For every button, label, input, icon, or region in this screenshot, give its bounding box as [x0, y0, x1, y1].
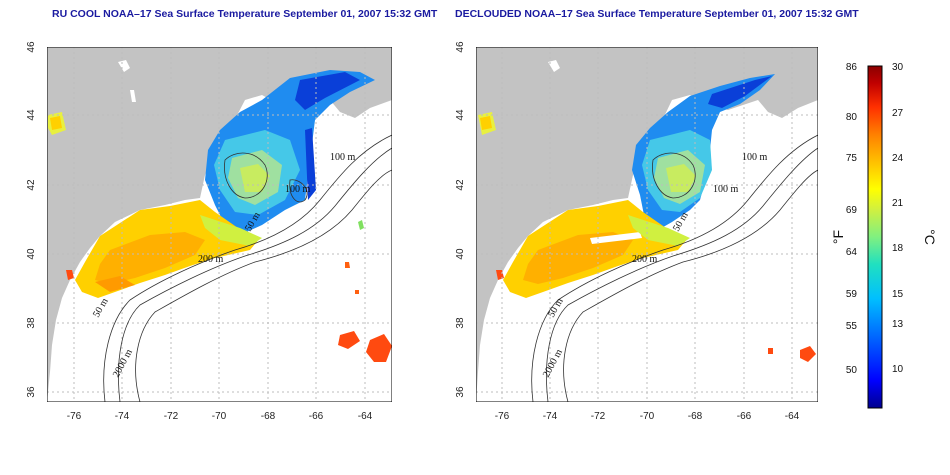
x-tick: -76 [495, 411, 510, 422]
colorbar-gradient [867, 65, 883, 409]
y-tick: 44 [26, 109, 37, 121]
right-x-axis: -76 -74 -72 -70 -68 -66 -64 [495, 411, 800, 422]
y-tick: 46 [455, 41, 466, 53]
contour-label: 100 m [742, 152, 768, 163]
unit-celsius: °C [922, 229, 938, 245]
y-tick: 46 [26, 41, 37, 53]
left-x-axis: -76 -74 -72 -70 -68 -66 -64 [67, 411, 373, 422]
colorbar-f-label: 59 [846, 289, 858, 300]
colorbar: 86 80 75 69 64 59 55 50 30 27 24 21 18 1… [830, 62, 938, 409]
x-tick: -70 [212, 411, 227, 422]
y-tick: 36 [455, 386, 466, 398]
y-tick: 38 [455, 317, 466, 329]
colorbar-c-label: 10 [892, 364, 904, 375]
land-coast [476, 47, 818, 402]
x-tick: -72 [591, 411, 606, 422]
contour-label: 100 m [285, 184, 311, 195]
colorbar-f-label: 80 [846, 112, 858, 123]
left-contours [103, 134, 392, 402]
left-map [47, 47, 392, 402]
x-tick: -74 [543, 411, 558, 422]
land-coast [47, 47, 392, 402]
colorbar-f-label: 55 [846, 321, 858, 332]
y-tick: 42 [26, 179, 37, 191]
left-panel-title: RU COOL NOAA–17 Sea Surface Temperature … [52, 8, 438, 20]
right-map [476, 47, 818, 402]
right-contours [531, 134, 818, 402]
colorbar-f-label: 86 [846, 62, 858, 73]
x-tick: -68 [688, 411, 703, 422]
y-tick: 36 [26, 386, 37, 398]
contour-label: 100 m [713, 184, 739, 195]
left-y-axis: 36 38 40 42 44 46 [26, 41, 37, 398]
contour-label: 200 m [632, 254, 658, 265]
right-y-axis: 36 38 40 42 44 46 [455, 41, 466, 398]
y-tick: 42 [455, 179, 466, 191]
right-panel-title: DECLOUDED NOAA–17 Sea Surface Temperatur… [455, 8, 859, 20]
y-tick: 38 [26, 317, 37, 329]
contour-label: 100 m [330, 152, 356, 163]
colorbar-f-label: 69 [846, 205, 858, 216]
colorbar-f-label: 64 [846, 247, 858, 258]
colorbar-c-label: 15 [892, 289, 904, 300]
colorbar-c-label: 18 [892, 243, 904, 254]
contour-label: 200 m [198, 254, 224, 265]
colorbar-c-label: 21 [892, 198, 904, 209]
colorbar-f-label: 75 [846, 153, 858, 164]
x-tick: -70 [640, 411, 655, 422]
unit-fahrenheit: °F [830, 230, 846, 244]
colorbar-c-label: 24 [892, 153, 904, 164]
x-tick: -74 [115, 411, 130, 422]
x-tick: -64 [785, 411, 800, 422]
x-tick: -76 [67, 411, 82, 422]
y-tick: 44 [455, 109, 466, 121]
colorbar-c-label: 27 [892, 108, 904, 119]
y-tick: 40 [455, 248, 466, 260]
x-tick: -66 [737, 411, 752, 422]
x-tick: -72 [164, 411, 179, 422]
colorbar-c-label: 30 [892, 62, 904, 73]
y-tick: 40 [26, 248, 37, 260]
x-tick: -64 [358, 411, 373, 422]
x-tick: -68 [261, 411, 276, 422]
colorbar-f-label: 50 [846, 365, 858, 376]
x-tick: -66 [309, 411, 324, 422]
colorbar-c-label: 13 [892, 319, 904, 330]
